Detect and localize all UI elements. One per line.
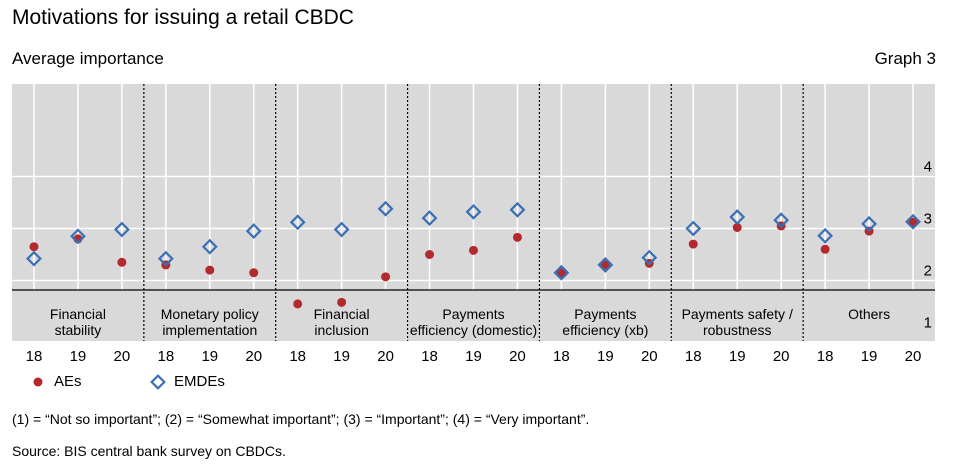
aes-point <box>337 297 347 307</box>
emdes-point <box>773 212 790 229</box>
emdes-point <box>597 256 614 273</box>
aes-point <box>688 239 698 249</box>
aes-point <box>205 265 215 275</box>
emdes-point <box>641 249 658 266</box>
aes-point <box>820 244 830 254</box>
aes-point <box>249 268 259 278</box>
x-tick-label: 18 <box>421 348 438 365</box>
group-label: implementation <box>162 322 257 338</box>
x-tick-label: 20 <box>114 348 131 365</box>
legend-label-aes: AEs <box>54 373 82 390</box>
group-label: Payments <box>574 306 636 322</box>
legend-label-emdes: EMDEs <box>174 373 225 390</box>
group-label: Monetary policy <box>161 306 259 322</box>
aes-point <box>29 242 39 252</box>
aes-point <box>381 272 391 282</box>
y-tick-label: 2 <box>924 263 932 280</box>
aes-point <box>512 232 522 242</box>
x-tick-label: 19 <box>201 348 218 365</box>
aes-marker-icon <box>33 377 43 387</box>
x-tick-label: 20 <box>245 348 262 365</box>
x-tick-label: 18 <box>685 348 702 365</box>
y-tick-label: 4 <box>924 159 932 176</box>
group-label: inclusion <box>314 322 368 338</box>
emdes-point <box>817 227 834 244</box>
x-tick-label: 20 <box>509 348 526 365</box>
emdes-marker-icon <box>150 374 166 390</box>
emdes-point <box>377 200 394 217</box>
emdes-point <box>509 201 526 218</box>
emdes-point <box>553 264 570 281</box>
group-label: Payments <box>442 306 504 322</box>
y-tick-label: 1 <box>924 315 932 332</box>
group-label: efficiency (xb) <box>562 322 648 338</box>
x-tick-label: 19 <box>597 348 614 365</box>
group-label: Others <box>848 306 890 322</box>
graph-number: Graph 3 <box>874 49 936 68</box>
x-tick-label: 20 <box>905 348 922 365</box>
chart-subtitle: Average importance <box>12 49 164 68</box>
aes-point <box>732 222 742 232</box>
emdes-point <box>861 215 877 232</box>
aes-point <box>425 250 435 259</box>
emdes-point <box>26 250 42 267</box>
x-tick-label: 18 <box>289 348 306 365</box>
group-label: Financial <box>314 306 370 322</box>
aes-point <box>293 299 303 309</box>
aes-point <box>556 268 566 278</box>
group-label: robustness <box>703 322 771 338</box>
emdes-point <box>905 213 921 230</box>
emdes-point <box>157 250 174 267</box>
x-tick-label: 20 <box>377 348 394 365</box>
x-tick-label: 18 <box>817 348 834 365</box>
x-tick-label: 20 <box>641 348 658 365</box>
x-tick-label: 19 <box>861 348 878 365</box>
source-note: Source: BIS central bank survey on CBDCs… <box>12 443 286 459</box>
x-tick-label: 20 <box>773 348 790 365</box>
footnote: (1) = “Not so important”; (2) = “Somewha… <box>12 411 590 427</box>
emdes-point <box>729 209 746 225</box>
x-tick-label: 18 <box>157 348 174 365</box>
emdes-point <box>421 210 438 227</box>
x-tick-label: 19 <box>333 348 350 365</box>
aes-point <box>469 245 478 255</box>
emdes-point <box>289 214 306 231</box>
x-tick-label: 18 <box>26 348 43 365</box>
emdes-point <box>333 221 350 238</box>
emdes-point <box>685 220 702 237</box>
aes-point <box>117 257 127 267</box>
chart-title: Motivations for issuing a retail CBDC <box>12 6 354 29</box>
emdes-point <box>465 203 482 220</box>
group-label: Payments safety / <box>682 306 793 322</box>
x-tick-label: 19 <box>729 348 746 365</box>
x-tick-label: 19 <box>465 348 482 365</box>
group-label: Financial <box>50 306 106 322</box>
emdes-point <box>113 221 130 238</box>
emdes-point <box>70 228 86 245</box>
emdes-point <box>245 223 262 240</box>
group-label: stability <box>55 322 102 338</box>
group-label: efficiency (domestic) <box>410 322 537 338</box>
y-tick-label: 3 <box>924 211 932 228</box>
emdes-point <box>201 238 218 255</box>
aes-point <box>600 260 610 270</box>
x-tick-label: 19 <box>70 348 87 365</box>
x-tick-label: 18 <box>553 348 570 365</box>
